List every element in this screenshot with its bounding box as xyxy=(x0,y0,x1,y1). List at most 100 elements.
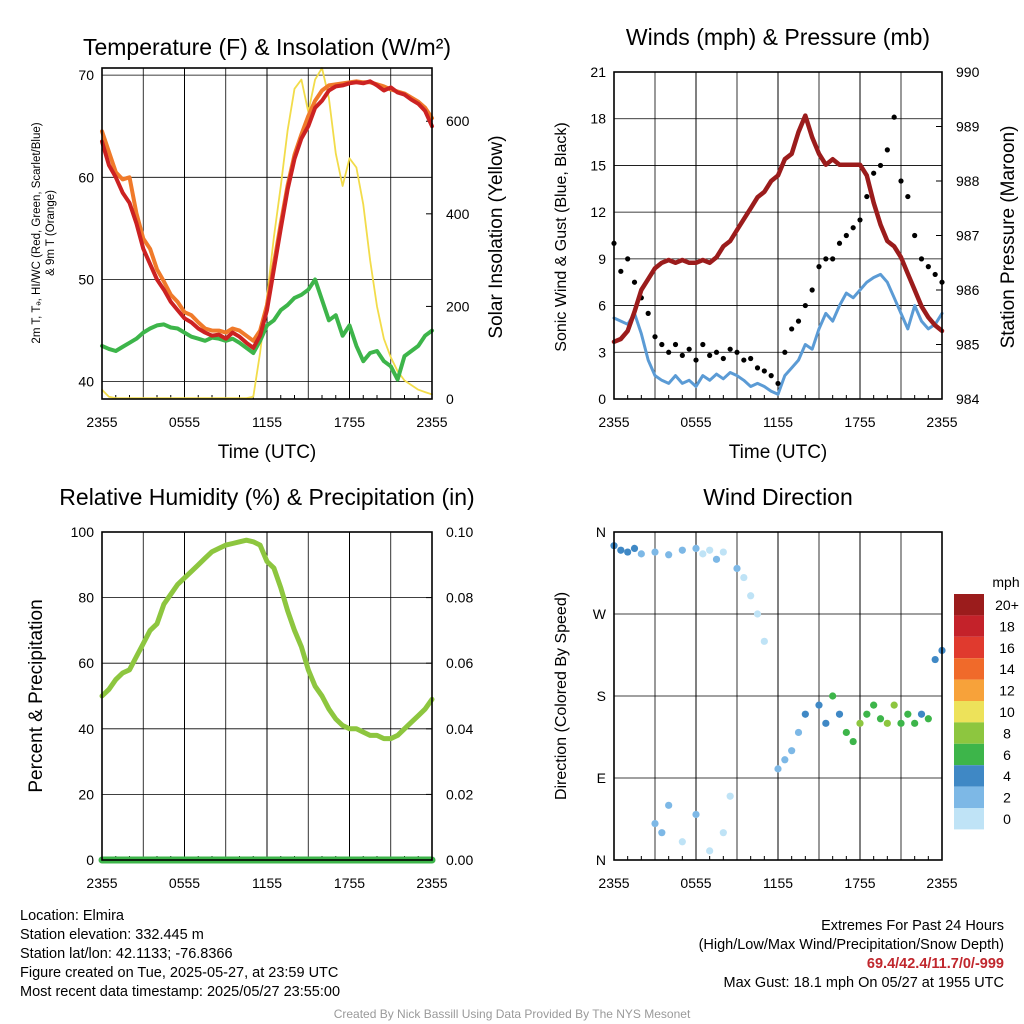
winds-ylabel: Sonic Wind & Gust (Blue, Black) xyxy=(553,122,570,351)
dir-x-tick-label: 2355 xyxy=(926,875,957,891)
max-gust-text: Max Gust: 18.1 mph On 05/27 at 1955 UTC xyxy=(723,975,1004,991)
dewpoint-line xyxy=(100,277,434,382)
direction-point xyxy=(706,546,714,554)
temperature-panel: Temperature (F) & Insolation (W/m²) 2m T… xyxy=(31,34,507,463)
colorbar-cell xyxy=(954,765,984,787)
direction-point xyxy=(692,810,700,819)
gust-point xyxy=(748,355,754,362)
rh-y-tick-label: 100 xyxy=(71,524,95,540)
gust-point xyxy=(918,256,925,262)
direction-point xyxy=(719,829,727,837)
temperature-xlabel: Time (UTC) xyxy=(218,442,317,463)
recent-text: Most recent data timestamp: 2025/05/27 2… xyxy=(20,984,341,1000)
direction-point xyxy=(658,829,666,837)
gust-point xyxy=(727,346,733,352)
direction-point xyxy=(835,710,844,718)
rh-y-tick-label: 40 xyxy=(78,721,94,737)
wind-y2-tick-label: 984 xyxy=(956,391,980,407)
gust-point xyxy=(761,368,767,374)
wind-y2-tick-label: 985 xyxy=(956,337,980,353)
direction-point xyxy=(911,719,919,727)
colorbar-cell xyxy=(954,808,984,830)
direction-point xyxy=(699,550,707,558)
direction-point xyxy=(822,719,830,727)
gust-point xyxy=(823,256,829,262)
wind-x-tick-label: 2355 xyxy=(598,414,629,430)
wind-plot-border xyxy=(613,71,943,400)
extremes-title: Extremes For Past 24 Hours xyxy=(821,918,1004,934)
colorbar-label: 14 xyxy=(999,661,1015,677)
direction-point xyxy=(842,728,850,737)
direction-point xyxy=(726,792,734,800)
gust-point xyxy=(652,334,658,340)
gust-point xyxy=(816,264,822,270)
direction-point xyxy=(637,550,645,558)
direction-point xyxy=(801,710,809,718)
rh-plot-border xyxy=(101,531,433,861)
direction-point xyxy=(760,637,768,645)
gust-point xyxy=(789,326,795,332)
gust-point xyxy=(782,349,788,355)
wind-y-tick-label: 15 xyxy=(590,157,606,173)
direction-point xyxy=(665,801,673,809)
gust-point xyxy=(679,352,685,358)
direction-point xyxy=(870,701,878,709)
colorbar-label: 18 xyxy=(999,618,1015,634)
colorbar-label: 6 xyxy=(1003,747,1011,763)
direction-point xyxy=(863,710,871,718)
wind-x-tick-label: 1155 xyxy=(763,414,793,430)
direction-point xyxy=(678,546,686,554)
temperature-ylabel-line2: & 9m T (Orange) xyxy=(45,190,57,276)
gust-point xyxy=(843,232,849,239)
direction-point xyxy=(624,548,632,556)
gust-point xyxy=(631,279,638,285)
latlon-text: Station lat/lon: 42.1133; -76.8366 xyxy=(20,946,233,962)
colorbar-cell xyxy=(954,743,984,766)
gust-point xyxy=(713,349,720,355)
gust-point xyxy=(707,352,713,358)
colorbar-cell xyxy=(954,658,984,680)
colorbar-label: 16 xyxy=(999,640,1015,656)
temperature-title: Temperature (F) & Insolation (W/m²) xyxy=(83,34,451,60)
wind-x-tick-label: 0555 xyxy=(680,414,711,430)
rh-y-tick-label: 0 xyxy=(86,852,94,868)
temp-y2-tick-label: 200 xyxy=(446,298,470,314)
temp-y-tick-label: 50 xyxy=(78,271,94,287)
dir-x-tick-label: 2355 xyxy=(598,875,629,891)
wind-y2-tick-label: 986 xyxy=(956,282,980,298)
winds-y2label: Station Pressure (Maroon) xyxy=(998,126,1019,349)
colorbar-cell xyxy=(954,722,984,744)
direction-point xyxy=(719,548,727,556)
temp-plot-border xyxy=(101,67,433,400)
temp-y2-tick-label: 600 xyxy=(446,113,470,129)
rh-y2-tick-label: 0.00 xyxy=(446,852,473,868)
direction-point xyxy=(774,765,782,773)
wind-y-tick-label: 21 xyxy=(590,64,606,80)
direction-point xyxy=(794,728,803,737)
rh-y-tick-label: 60 xyxy=(78,655,94,671)
direction-point xyxy=(712,555,721,563)
direction-point xyxy=(781,756,789,764)
temp-y-tick-label: 70 xyxy=(78,67,94,83)
colorbar-cell xyxy=(954,636,984,659)
colorbar-label: 12 xyxy=(999,683,1015,699)
wind-y-tick-label: 9 xyxy=(598,251,606,267)
colorbar-label: 4 xyxy=(1003,768,1011,784)
rh-y-tick-label: 20 xyxy=(78,786,94,802)
rh-x-tick-label: 1155 xyxy=(252,875,282,891)
extremes-subtitle: (High/Low/Max Wind/Precipitation/Snow De… xyxy=(698,937,1004,953)
wind-y2-tick-label: 989 xyxy=(956,119,980,135)
gust-point xyxy=(884,147,890,153)
direction-point xyxy=(617,546,625,554)
rh-y2-tick-label: 0.10 xyxy=(446,524,473,540)
created-text: Figure created on Tue, 2025-05-27, at 23… xyxy=(20,965,339,981)
gust-point xyxy=(898,178,904,184)
sonic-wind-line xyxy=(612,272,944,396)
dir-y-tick-label: N xyxy=(596,524,606,540)
wind-y2-tick-label: 988 xyxy=(956,173,980,189)
wind-x-tick-label: 1755 xyxy=(844,414,875,430)
credit-text: Created By Nick Bassill Using Data Provi… xyxy=(333,1007,691,1021)
elevation-text: Station elevation: 332.445 m xyxy=(20,927,204,943)
humidity-title: Relative Humidity (%) & Precipitation (i… xyxy=(59,484,474,510)
gust-point xyxy=(836,240,843,246)
